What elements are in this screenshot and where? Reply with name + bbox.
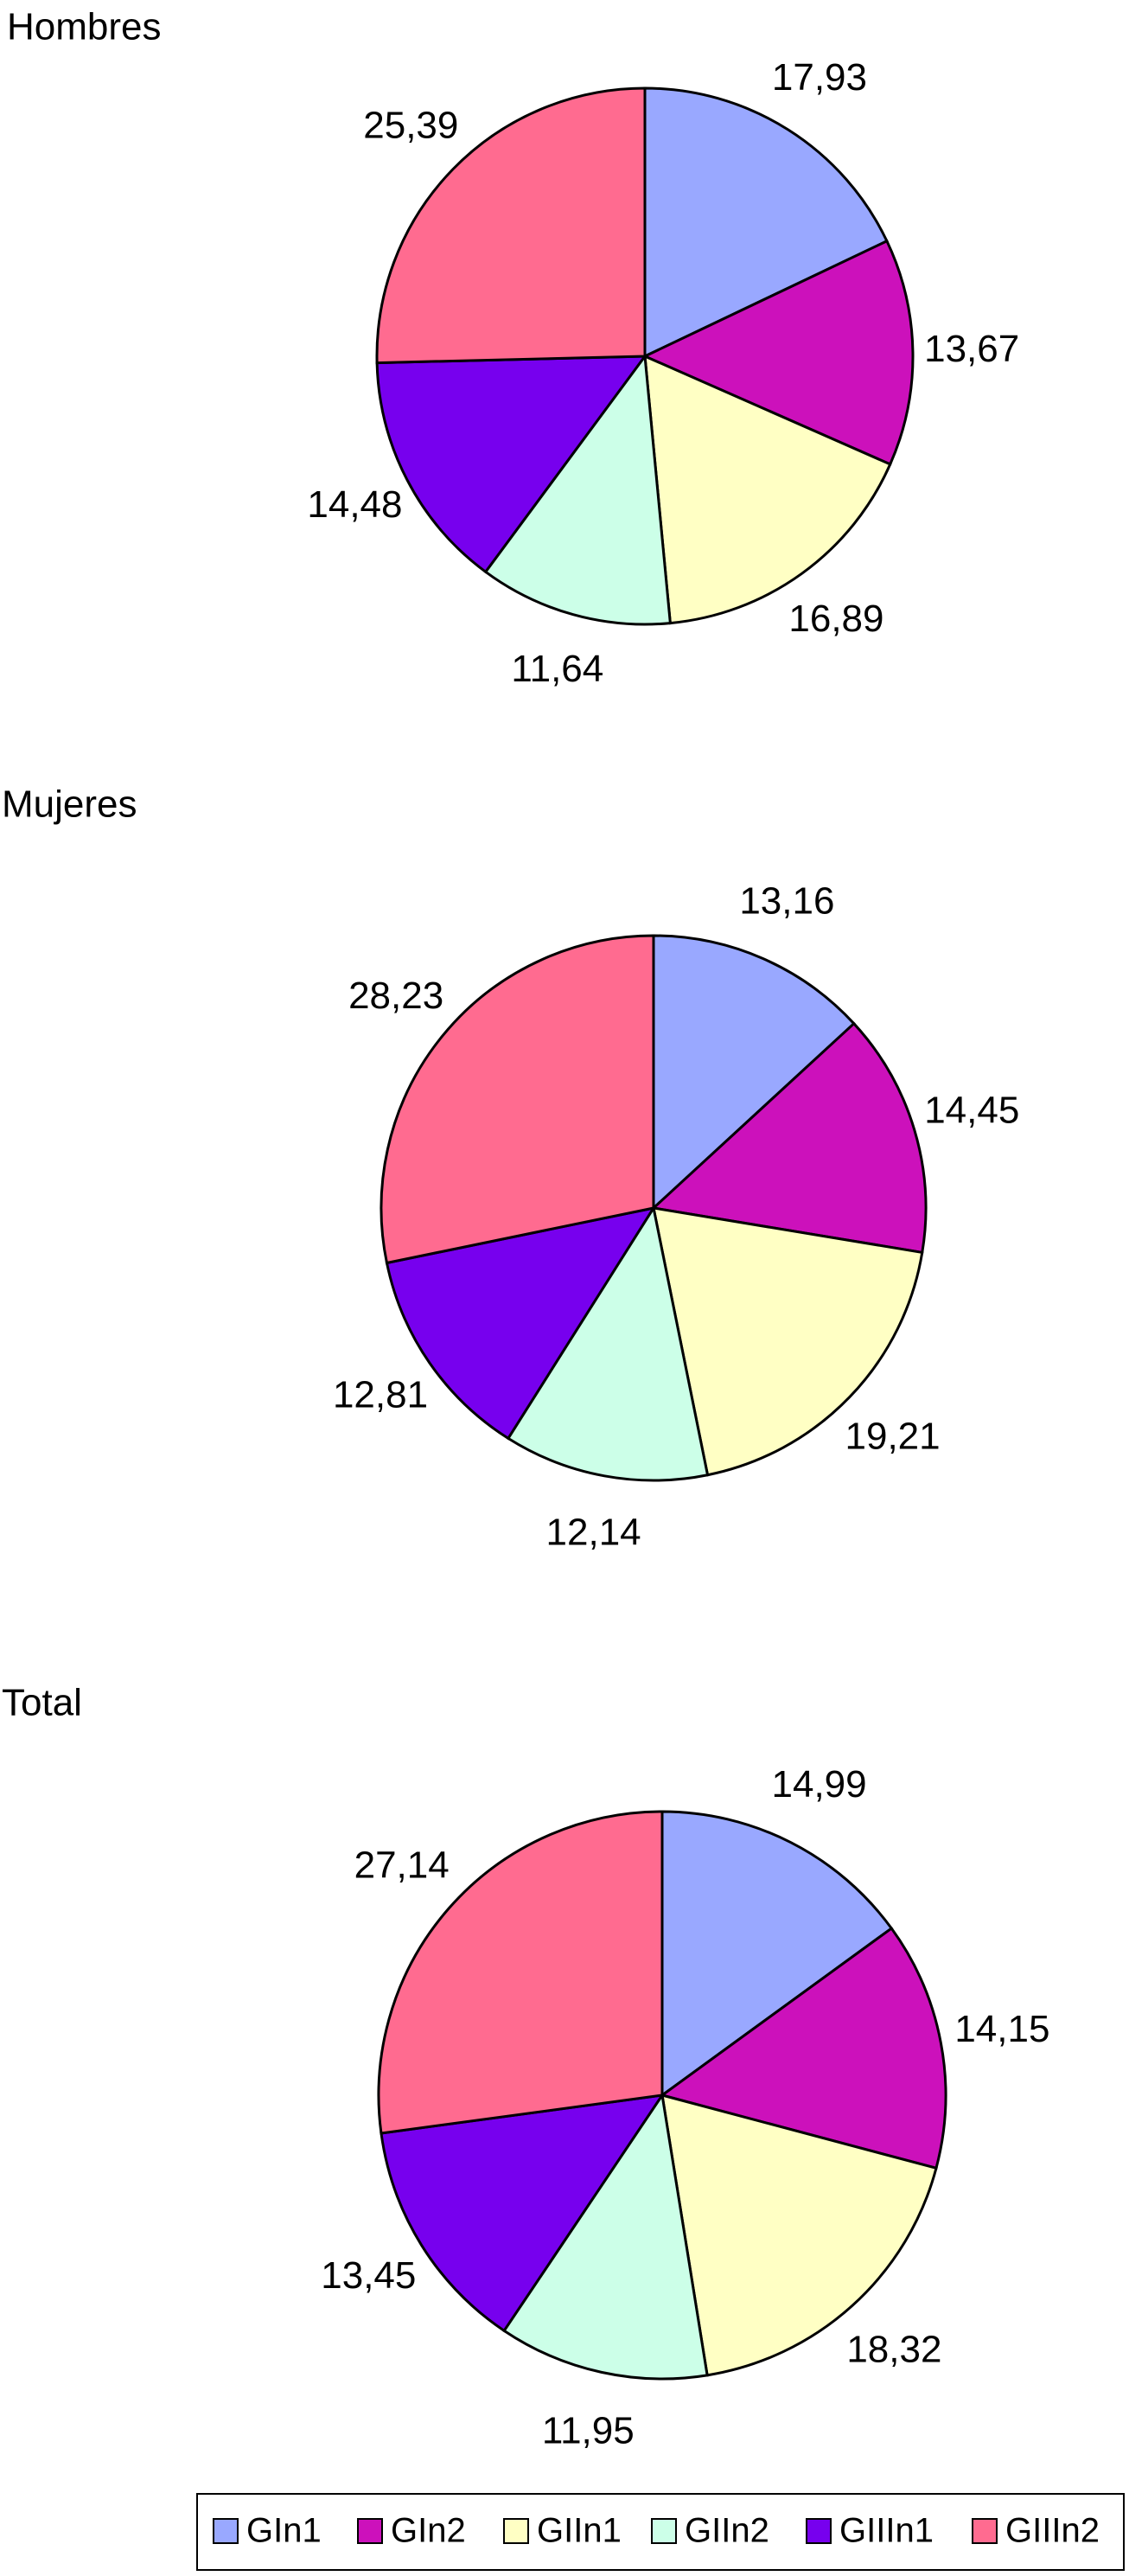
pie-slice: [660, 2093, 938, 2377]
data-label: 14,48: [307, 483, 402, 526]
data-label: 18,32: [846, 2328, 941, 2370]
data-label: 11,64: [511, 648, 603, 690]
data-label: 11,95: [542, 2410, 635, 2452]
legend-label: GIIIn1: [839, 2512, 934, 2550]
legend-swatch: [503, 2518, 529, 2544]
chart-title: Total: [2, 1682, 82, 1724]
legend-label: GIIn1: [537, 2512, 622, 2550]
data-label: 19,21: [845, 1415, 941, 1457]
chart-title: Hombres: [7, 6, 162, 48]
chart-title: Mujeres: [2, 783, 137, 826]
legend-swatch: [972, 2518, 998, 2544]
pie-slice: [377, 1810, 664, 2135]
pie-slice: [385, 1205, 657, 1441]
legend-label: GIn1: [246, 2512, 322, 2550]
data-label: 12,81: [333, 1373, 428, 1416]
data-label: 13,67: [924, 328, 1019, 370]
data-label: 14,45: [924, 1090, 1019, 1132]
pie-slice: [659, 1926, 947, 2170]
data-label: 14,99: [772, 1763, 867, 1806]
legend-swatch: [806, 2518, 832, 2544]
pie-slice: [502, 2092, 709, 2381]
data-label: 12,14: [546, 1512, 641, 1554]
pie-slice: [380, 2093, 666, 2333]
data-label: 27,14: [354, 1844, 450, 1886]
pie-slice: [643, 354, 892, 625]
data-label: 13,16: [739, 880, 834, 923]
legend-label: GIIn2: [685, 2512, 769, 2550]
data-label: 25,39: [363, 104, 458, 146]
data-label: 13,45: [321, 2254, 416, 2297]
pie-slice: [483, 352, 673, 626]
legend-swatch: [651, 2518, 677, 2544]
pie-slice: [641, 239, 915, 466]
data-label: 17,93: [772, 56, 867, 99]
pie-slice: [380, 934, 655, 1265]
legend-label: GIIIn2: [1005, 2512, 1100, 2550]
pie-slice: [652, 1206, 924, 1477]
legend-label: GIn2: [391, 2512, 466, 2550]
legend-swatch: [357, 2518, 383, 2544]
data-label: 28,23: [348, 975, 443, 1017]
pie-slice: [652, 934, 856, 1211]
data-label: 14,15: [954, 2008, 1049, 2050]
pie-slice: [375, 86, 647, 365]
pie-slice: [506, 1205, 710, 1482]
legend-swatch: [213, 2518, 239, 2544]
pie-slice: [650, 1021, 928, 1255]
pie-slice: [643, 86, 889, 359]
pie-slice: [660, 1810, 894, 2098]
pie-slice: [375, 355, 648, 574]
data-label: 16,89: [788, 598, 883, 640]
